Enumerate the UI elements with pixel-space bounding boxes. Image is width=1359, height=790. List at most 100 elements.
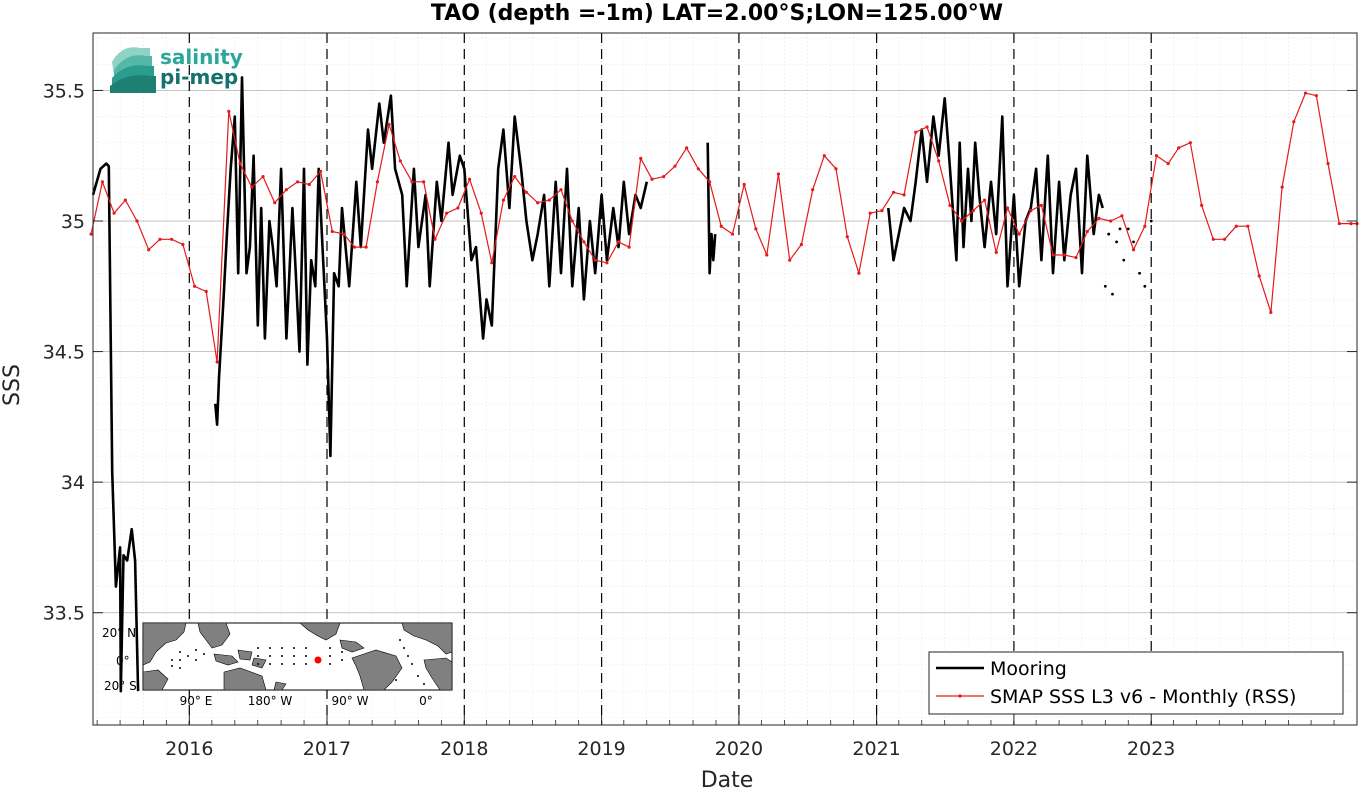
smap-marker: [960, 219, 964, 223]
smap-marker: [593, 258, 597, 262]
smap-marker: [982, 198, 987, 202]
mooring-line: [887, 97, 1104, 288]
smap-marker: [1074, 255, 1078, 260]
smap-marker: [89, 232, 93, 236]
smap-line: [90, 92, 1357, 363]
smap-marker: [273, 201, 277, 205]
smap-marker: [1257, 274, 1261, 278]
smap-marker: [1085, 229, 1089, 234]
mooring-point: [1107, 232, 1111, 236]
smap-marker: [410, 180, 414, 184]
smap-marker: [1280, 185, 1284, 189]
smap-marker: [639, 156, 643, 160]
legend-label-mooring: Mooring: [990, 658, 1067, 680]
smap-marker: [307, 182, 311, 187]
smap-marker: [937, 159, 941, 163]
smap-marker: [730, 232, 735, 236]
mooring-point: [1138, 271, 1141, 275]
smap-marker: [123, 198, 127, 202]
smap-marker: [1269, 310, 1273, 315]
salinity-pi-mep-logo: salinity pi-mep: [110, 45, 243, 93]
smap-marker: [352, 245, 357, 249]
smap-marker: [456, 206, 460, 210]
smap-marker: [891, 190, 896, 194]
smap-marker: [536, 201, 540, 205]
smap-marker: [1062, 253, 1066, 257]
smap-marker: [799, 242, 803, 247]
smap-marker: [1314, 94, 1318, 98]
smap-marker: [1108, 219, 1113, 223]
smap-marker: [1051, 253, 1055, 257]
smap-marker: [707, 180, 712, 184]
smap-marker: [994, 250, 998, 254]
smap-marker: [627, 245, 631, 249]
series-layer: [89, 76, 1359, 693]
smap-marker: [1246, 224, 1250, 228]
smap-marker: [902, 193, 906, 197]
smap-marker: [788, 258, 792, 262]
chart-title: TAO (depth =-1m) LAT=2.00°S;LON=125.00°W: [431, 1, 1003, 26]
legend-marker-smap: [958, 694, 962, 698]
x-tick-label: 2019: [577, 738, 625, 760]
y-tick-label: 33.5: [43, 603, 85, 625]
year-boundary-lines: [188, 33, 1152, 725]
smap-marker: [170, 237, 174, 241]
y-tick-label: 34: [61, 472, 85, 494]
smap-marker: [776, 172, 781, 176]
smap-marker: [765, 253, 769, 257]
smap-marker: [524, 190, 528, 194]
smap-marker: [261, 175, 265, 179]
smap-marker: [375, 180, 379, 184]
smap-marker: [467, 177, 472, 181]
legend: Mooring SMAP SSS L3 v6 - Monthly (RSS): [928, 651, 1344, 715]
inset-lon-label-0: 0°: [419, 694, 433, 708]
smap-marker: [1326, 161, 1330, 166]
smap-marker: [1097, 216, 1101, 221]
smap-marker: [204, 289, 208, 294]
smap-marker: [1211, 237, 1215, 241]
smap-marker: [616, 240, 621, 244]
series-0: [91, 76, 1104, 693]
smap-marker: [1039, 203, 1043, 207]
x-axis-label: Date: [701, 768, 754, 790]
smap-marker: [1120, 214, 1124, 218]
mooring-line: [91, 162, 140, 693]
y-tick-label: 34.5: [43, 342, 85, 364]
smap-marker: [342, 232, 346, 236]
series-2: [89, 91, 1359, 364]
smap-marker: [1222, 237, 1227, 241]
mooring-point: [1132, 240, 1135, 244]
smap-marker: [914, 130, 918, 134]
smap-marker: [490, 261, 494, 265]
inset-lat-label-20s: 20° S: [104, 679, 137, 693]
inset-mooring-dots: [171, 639, 425, 685]
mooring-line: [214, 76, 649, 458]
smap-marker: [330, 229, 334, 234]
inset-station-marker: [314, 656, 322, 664]
smap-marker: [250, 185, 254, 189]
smap-marker: [318, 169, 323, 173]
smap-marker: [1292, 120, 1296, 124]
smap-marker: [147, 248, 151, 252]
smap-marker: [215, 360, 219, 364]
x-tick-label: 2018: [440, 738, 488, 760]
smap-marker: [582, 240, 586, 244]
mooring-line: [706, 142, 717, 275]
smap-marker: [1005, 206, 1010, 210]
smap-marker: [501, 198, 506, 202]
inset-lon-label-90e: 90° E: [180, 694, 213, 708]
smap-marker: [1131, 248, 1136, 252]
inset-map: 20° N 0° 20° S 90° E 180° W 90° W 0°: [102, 622, 453, 708]
smap-marker: [673, 164, 677, 168]
smap-marker: [513, 175, 517, 179]
mooring-point: [1115, 240, 1119, 244]
smap-marker: [868, 211, 872, 215]
smap-marker: [433, 237, 437, 241]
smap-marker: [1029, 208, 1033, 213]
inset-landmasses: [142, 622, 453, 691]
plot-frame: [92, 32, 1358, 726]
smap-marker: [479, 211, 483, 215]
smap-marker: [742, 182, 746, 187]
smap-marker: [822, 154, 826, 158]
